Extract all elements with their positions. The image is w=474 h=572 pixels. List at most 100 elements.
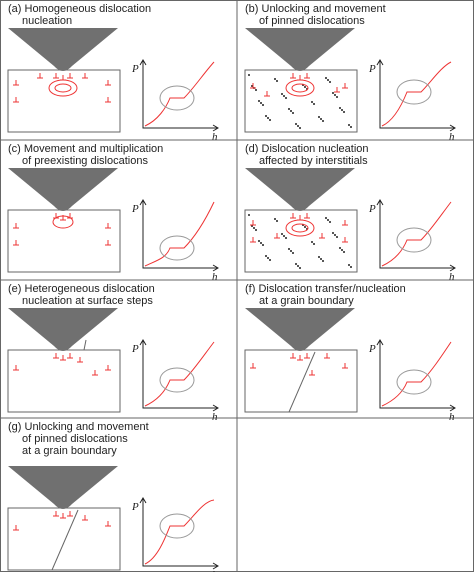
- specimen: [7, 349, 121, 413]
- panel-title: (a) Homogeneous dislocation: [8, 3, 151, 15]
- load-curve: [381, 61, 452, 127]
- x-axis-label: h: [212, 569, 218, 572]
- interstitial: [318, 256, 320, 258]
- interstitial: [299, 267, 301, 269]
- grain-boundary: [288, 351, 316, 413]
- interstitial: [304, 86, 306, 88]
- dislocation: [250, 83, 256, 89]
- dislocation: [77, 357, 83, 363]
- dislocation: [105, 80, 111, 86]
- surface-step: [83, 339, 87, 351]
- pop-in-marker: [159, 85, 195, 111]
- dislocation: [60, 355, 66, 361]
- load-curve: [381, 201, 452, 267]
- pop-in-marker: [396, 79, 432, 105]
- indenter: [245, 308, 355, 351]
- interstitial: [341, 249, 343, 251]
- interstitial: [285, 237, 287, 239]
- interstitial: [265, 115, 267, 117]
- panel-title: (d) Dislocation nucleation: [245, 143, 369, 155]
- interstitial: [339, 107, 341, 109]
- interstitial: [292, 252, 294, 254]
- interstitial: [334, 94, 336, 96]
- dislocation: [297, 355, 303, 361]
- y-axis-label: P: [131, 63, 139, 75]
- dislocation: [274, 233, 280, 239]
- interstitial: [311, 241, 313, 243]
- interstitial: [260, 242, 262, 244]
- panel-title: at a grain boundary: [22, 445, 117, 457]
- specimen: [7, 69, 121, 133]
- dislocation: [105, 240, 111, 246]
- interstitial: [325, 77, 327, 79]
- interstitial: [336, 236, 338, 238]
- dislocation: [250, 237, 256, 243]
- indenter: [245, 168, 355, 211]
- interstitial: [283, 95, 285, 97]
- schematic: Ph: [7, 308, 219, 423]
- indenter: [8, 308, 118, 351]
- interstitial: [327, 79, 329, 81]
- dislocation: [319, 233, 325, 239]
- dislocation: [53, 73, 59, 79]
- interstitial: [283, 235, 285, 237]
- axes: [376, 59, 456, 132]
- interstitial: [276, 80, 278, 82]
- dislocation: [67, 213, 73, 219]
- x-axis-label: h: [212, 131, 218, 143]
- interstitial: [341, 109, 343, 111]
- indenter: [8, 168, 118, 211]
- interstitial: [313, 243, 315, 245]
- y-axis-label: P: [368, 343, 376, 355]
- interstitial: [267, 117, 269, 119]
- specimen: [244, 209, 358, 273]
- pop-in-marker: [159, 367, 195, 393]
- panel-title: at a grain boundary: [259, 295, 354, 307]
- interstitial: [297, 265, 299, 267]
- dislocation: [13, 223, 19, 229]
- interstitial: [329, 221, 331, 223]
- schematic: Ph: [7, 466, 219, 572]
- interstitial: [288, 248, 290, 250]
- specimen: [244, 349, 358, 413]
- schematic: Ph: [244, 28, 456, 143]
- panel-title: of pinned dislocations: [22, 433, 128, 445]
- loop: [54, 83, 72, 93]
- dislocation: [67, 353, 73, 359]
- dislocation: [13, 365, 19, 371]
- dislocation: [324, 353, 330, 359]
- interstitial: [255, 229, 257, 231]
- dislocation: [92, 370, 98, 376]
- specimen: [7, 507, 121, 571]
- interstitial: [290, 110, 292, 112]
- load-curve: [144, 499, 215, 565]
- interstitial: [327, 219, 329, 221]
- interstitial: [295, 263, 297, 265]
- interstitial: [248, 74, 250, 76]
- dislocation: [290, 213, 296, 219]
- dislocation: [53, 511, 59, 517]
- interstitial: [325, 217, 327, 219]
- dislocation: [304, 213, 310, 219]
- interstitial: [336, 96, 338, 98]
- interstitial: [258, 240, 260, 242]
- panel-title: nucleation at surface steps: [22, 295, 153, 307]
- dislocation: [53, 353, 59, 359]
- interstitial: [262, 244, 264, 246]
- indenter: [245, 28, 355, 71]
- y-axis-label: P: [131, 343, 139, 355]
- x-axis-label: h: [449, 411, 455, 423]
- load-curve: [381, 341, 452, 407]
- interstitial: [297, 125, 299, 127]
- dislocation: [309, 370, 315, 376]
- interstitial: [290, 250, 292, 252]
- dislocation: [13, 525, 19, 531]
- load-curve: [144, 341, 215, 407]
- y-axis-label: P: [131, 501, 139, 513]
- dislocation: [342, 363, 348, 369]
